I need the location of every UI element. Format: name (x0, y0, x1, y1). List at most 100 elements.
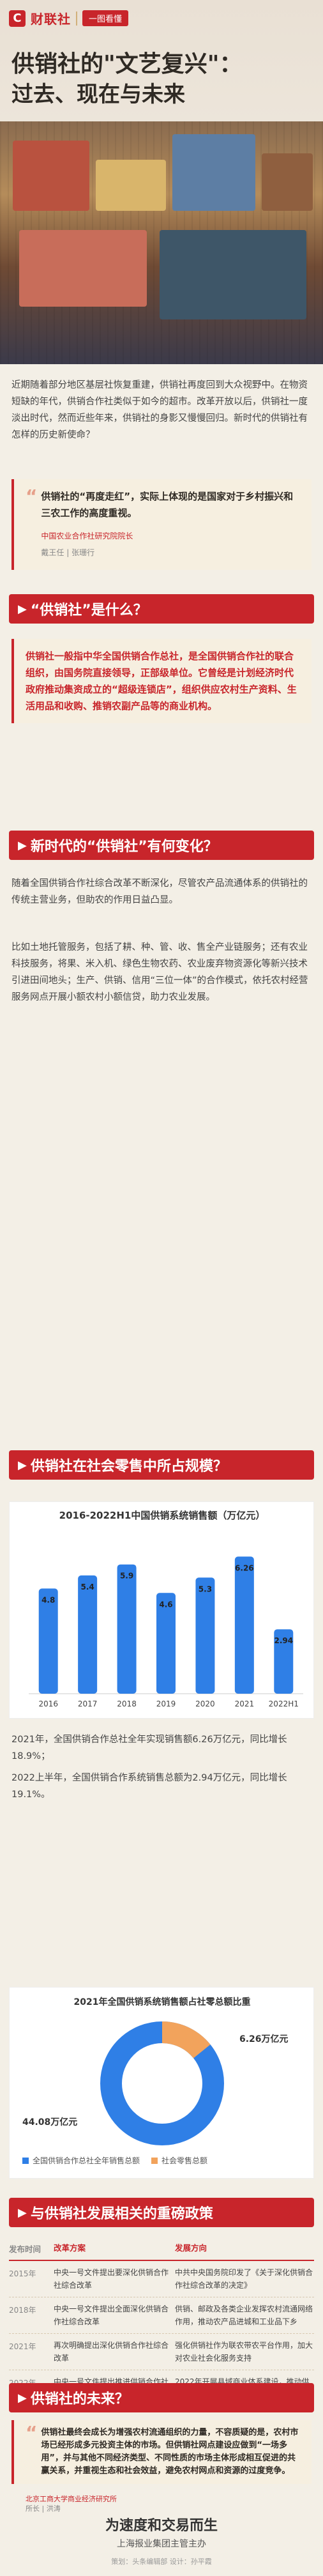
bar-2022H1 (274, 1629, 294, 1694)
bar-2020 (195, 1577, 215, 1694)
legend-item-a: 全国供销合作总社全年销售总额 (22, 2155, 140, 2166)
row-dir: 强化供销社作为联农带农平台作用，加大对农业社会化服务支持 (175, 2341, 313, 2363)
bar-value-label: 5.9 (120, 1572, 133, 1581)
donut-label-a: 6.26万亿元 (239, 2034, 289, 2044)
bar-value-label: 5.3 (199, 1584, 212, 1593)
legend-swatch (151, 2157, 158, 2164)
section-heading: 供销社的未来？ (30, 2391, 129, 2407)
goods-stack (96, 160, 166, 211)
definition-card: 供销社一般指中华全国供销合作总社，是全国供销合作社的联合组织，由国务院直接领导，… (11, 639, 312, 723)
row-dir: 供销、邮政及各类企业发挥农村流通网络作用，推动农产品进城和工业品下乡 (175, 2304, 313, 2326)
row-doc: 再次明确提出深化供销合作社综合改革 (54, 2341, 169, 2363)
goods-stack (13, 141, 89, 211)
hero-photo (0, 121, 323, 364)
row-doc: 中央一号文件提出全面深化供销合作社综合改革 (54, 2304, 169, 2326)
quote-text: 供销社的“再度走红”，实际上体现的是国家对于乡村振兴和三农工作的高度重视。 (41, 491, 294, 519)
future-author-name: 所长 | 洪涛 (26, 2504, 61, 2513)
page-title: 供销社的"文艺复兴"： (11, 51, 243, 77)
x-tick-label: 2022H1 (269, 1699, 299, 1708)
hero-header: C 财联社 一图看懂 供销社的"文艺复兴"： 过去、现在与未来 (0, 0, 323, 364)
future-quote-text: 供销社最终会成长为增强农村流通组织的力量，不容质疑的是，农村市场已经形成多元投资… (41, 2428, 299, 2476)
x-tick-label: 2018 (117, 1699, 137, 1708)
bar-value-label: 4.6 (159, 1600, 172, 1609)
bar-2019 (156, 1593, 176, 1694)
row-doc: 中央一号文件提出要深化供销合作社综合改革 (54, 2268, 169, 2290)
bar-value-label: 6.26 (235, 1563, 254, 1572)
quote-icon: “ (26, 2422, 38, 2443)
goods-stack (262, 153, 313, 211)
bar-value-label: 4.8 (41, 1595, 55, 1604)
donut-label-b: 44.08万亿元 (22, 2117, 78, 2128)
goods-stack (160, 230, 306, 319)
chevron-right-icon: ▶ (18, 838, 27, 852)
chevron-right-icon: ▶ (18, 2391, 27, 2405)
share-donut-chart: 2021年全国供销系统销售额占社零总额比重 6.26万亿元 44.08万亿元 全… (9, 1987, 314, 2179)
legend-swatch (22, 2157, 29, 2164)
col-doc-head: 改革方案 (54, 2243, 86, 2253)
section-heading: 供销社在社会零售中所占规模？ (30, 1459, 227, 1475)
legend-label: 全国供销合作总社全年销售总额 (33, 2156, 140, 2165)
future-author-title: 北京工商大学商业经济研究所 (26, 2495, 117, 2503)
quote-author-title: 中国农业合作社研究院院长 (41, 532, 133, 540)
bar-value-label: 5.4 (81, 1583, 94, 1591)
section-heading: 与供销社发展相关的重磅政策 (30, 2206, 213, 2222)
row-year: 2015年 (9, 2269, 36, 2278)
page-subtitle: 过去、现在与未来 (11, 82, 185, 107)
donut-slice-coop (100, 2021, 224, 2145)
logo-text: 财联社 (31, 12, 71, 27)
changes-paragraph-2: 比如土地托管服务，包括了耕、种、管、收、售全产业链服务；还有农业科技服务，将果、… (11, 942, 308, 1002)
footer-credits: 策划：头条编辑部 设计：孙平霞 (111, 2557, 212, 2566)
bar-2017 (78, 1575, 98, 1694)
table-row: 2021年 再次明确提出深化供销合作社综合改革 强化供销社作为联农带农平台作用，… (9, 2334, 314, 2370)
note-2022: 2022上半年，全国供销合作系统销售总额为2.94万亿元，同比增长19.1%。 (11, 1773, 287, 1800)
section-heading: “供销社”是什么？ (30, 602, 147, 618)
footer-sub: 上海报业集团主管主办 (117, 2539, 206, 2549)
legend-label: 社会零售总额 (162, 2156, 208, 2165)
sales-bar-chart: 2016-2022H1中国供销系统销售额（万亿元） 4.8 2016 5.4 2017… (9, 1501, 314, 1719)
section-title-future: ▶ 供销社的未来？ (9, 2383, 314, 2412)
legend-item-b: 社会零售总额 (151, 2155, 207, 2166)
future-quote-card: “ 供销社最终会成长为增强农村流通组织的力量，不容质疑的是，农村市场已经形成多元… (11, 2420, 312, 2484)
badge: 一图看懂 (82, 10, 129, 26)
footer: 为速度和交易而生 上海报业集团主管主办 策划：头条编辑部 设计：孙平霞 (0, 2514, 323, 2566)
footer-slogan: 为速度和交易而生 (105, 2517, 218, 2534)
bar-value-label: 2.94 (274, 1636, 293, 1645)
divider (76, 11, 77, 26)
x-tick-label: 2019 (156, 1699, 176, 1708)
chevron-right-icon: ▶ (18, 1458, 27, 1472)
section-title-what: ▶ “供销社”是什么？ (9, 594, 314, 624)
quote-icon: “ (26, 486, 38, 507)
bar-2016 (38, 1588, 58, 1694)
x-tick-label: 2017 (78, 1699, 98, 1708)
x-tick-label: 2016 (38, 1699, 58, 1708)
logo-mark: C (9, 10, 26, 27)
chevron-right-icon: ▶ (18, 2205, 27, 2220)
quote-author-name: 戴王任 | 张珊行 (41, 548, 95, 557)
row-year: 2018年 (9, 2306, 36, 2315)
goods-stack (172, 134, 255, 211)
row-dir: 中共中央国务院印发了《关于深化供销合作社综合改革的决定》 (175, 2268, 313, 2290)
section-title-changes: ▶ 新时代的“供销社”有何变化？ (9, 831, 314, 860)
brand-bar: C 财联社 一图看懂 (9, 9, 129, 27)
x-tick-label: 2021 (235, 1699, 255, 1708)
table-row: 2018年 中央一号文件提出全面深化供销合作社综合改革 供销、邮政及各类企业发挥… (9, 2297, 314, 2334)
x-tick-label: 2020 (195, 1699, 215, 1708)
note-2021: 2021年，全国供销合作总社全年实现销售额6.26万亿元，同比增长18.9%； (11, 1735, 287, 1761)
goods-stack (19, 230, 147, 307)
table-row: 2015年 中央一号文件提出要深化供销合作社综合改革 中共中央国务院印发了《关于… (9, 2261, 314, 2297)
policy-table: 发布时间 改革方案 发展方向 2015年 中央一号文件提出要深化供销合作社综合改… (9, 2236, 314, 2407)
chevron-right-icon: ▶ (18, 602, 27, 616)
changes-paragraph-1: 随着全国供销合作社综合改革不断深化，尽管农产品流通体系的供销社的传统主营业务，但… (11, 878, 308, 905)
col-year-head: 发布时间 (9, 2244, 41, 2254)
chart-title: 2016-2022H1中国供销系统销售额（万亿元） (59, 1510, 266, 1521)
section-title-scale: ▶ 供销社在社会零售中所占规模？ (9, 1450, 314, 1480)
definition-text: 供销社一般指中华全国供销合作总社，是全国供销合作社的联合组织，由国务院直接领导，… (26, 650, 297, 712)
donut-svg (100, 2021, 224, 2145)
donut-title: 2021年全国供销系统销售额占社零总额比重 (73, 1997, 251, 2007)
section-heading: 新时代的“供销社”有何变化？ (30, 839, 218, 855)
bar-2018 (117, 1564, 137, 1694)
quote-card: “ 供销社的“再度走红”，实际上体现的是国家对于乡村振兴和三农工作的高度重视。 … (11, 479, 312, 570)
donut-legend: 全国供销合作总社全年销售总额 社会零售总额 (22, 2155, 207, 2166)
row-year: 2021年 (9, 2342, 36, 2351)
bar-chart-svg: 4.8 2016 5.4 2017 5.9 2018 4.6 2019 5.3 2020 6.26 2… (29, 1556, 303, 1708)
